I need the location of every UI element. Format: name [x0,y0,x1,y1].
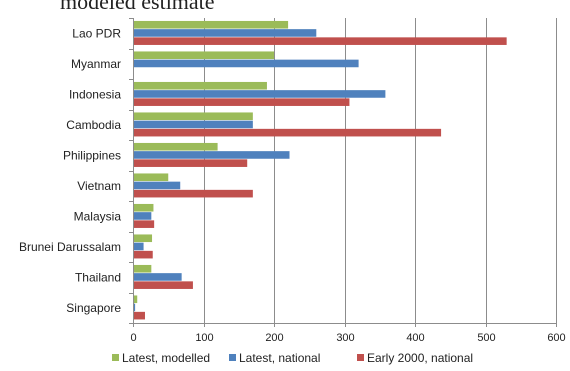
category-label: Vietnam [77,179,121,193]
category-label: Myanmar [71,57,121,71]
x-tick-label: 0 [130,332,136,344]
bar [133,51,274,60]
x-tick-label: 100 [195,332,213,344]
tick-labels: 0 100 200 300 400 500 600 [130,332,565,344]
category-label: Cambodia [66,118,121,132]
legend-swatch [357,354,364,361]
category-label: Thailand [75,270,121,284]
bar [133,90,386,98]
bar [133,311,145,320]
bar [133,59,359,68]
bar [133,128,442,137]
category-labels: Lao PDR Myanmar Indonesia Cambodia Philippin… [19,26,121,315]
bar [133,37,507,45]
bar [133,250,153,259]
bar [133,264,152,273]
bar [133,151,290,159]
x-tick-label: 600 [547,332,565,344]
bar [133,29,317,37]
bar [133,303,136,312]
bar [133,159,248,167]
legend-swatch [229,354,236,361]
axes [129,18,557,327]
x-tick-label: 300 [336,332,354,344]
bar [133,242,144,251]
bar [133,295,138,304]
category-label: Singapore [66,301,121,315]
legend: Latest, modelled Latest, national Early 20… [112,351,473,365]
x-tick-label: 200 [265,332,283,344]
bar [133,234,153,243]
chart-title-fragment: modeled estimate [60,0,215,14]
legend-label: Early 2000, national [367,351,473,365]
x-tick-label: 500 [477,332,495,344]
bar [133,220,155,228]
bar [133,81,267,90]
category-label: Malaysia [74,209,122,223]
x-tick-label: 400 [406,332,424,344]
legend-label: Latest, national [239,351,320,365]
legend-label: Latest, modelled [122,351,210,365]
bar [133,281,193,289]
bar [133,189,253,198]
bars [133,20,507,320]
bar [133,273,182,281]
category-label: Lao PDR [72,26,121,40]
bar [133,112,253,121]
bar [133,181,181,190]
bar [133,142,218,151]
gridlines [204,18,557,323]
bar [133,120,253,129]
bar [133,20,289,29]
bar [133,203,154,212]
category-label: Indonesia [69,87,121,101]
category-label: Brunei Darussalam [19,240,121,254]
legend-swatch [112,354,119,361]
bar [133,173,169,182]
bar [133,212,152,220]
category-label: Philippines [63,148,121,162]
bar [133,98,350,106]
